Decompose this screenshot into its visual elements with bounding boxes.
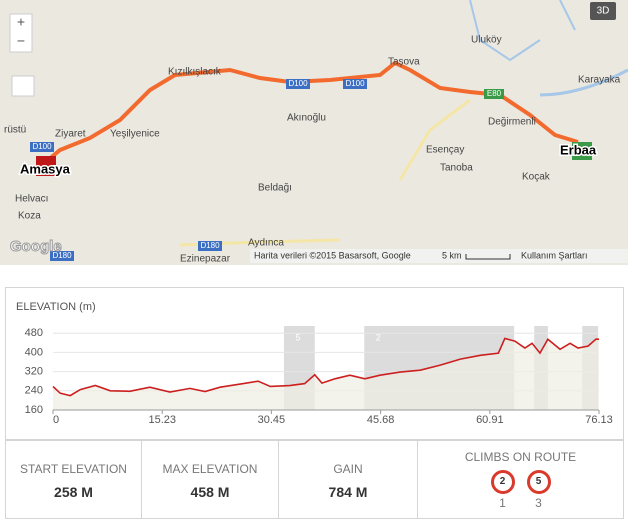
terms-link[interactable]: Kullanım Şartları (521, 250, 588, 260)
zoom-out[interactable]: − (17, 33, 25, 49)
x-tick-label: 60.91 (476, 414, 504, 426)
3d-button[interactable] (590, 2, 616, 20)
climb-badge: 2 1 (490, 470, 515, 510)
start-marker[interactable] (36, 156, 56, 176)
place-label: Ezinepazar (180, 254, 231, 265)
3d-label: 3D (597, 6, 610, 17)
road-shield (286, 79, 310, 89)
place-label: Kızılkışlacık (168, 67, 222, 78)
x-tick-label: 45.68 (367, 414, 395, 426)
end-label: Erbaa (560, 142, 597, 157)
climb-count: 1 (499, 496, 506, 510)
climb-label: 5 (295, 332, 300, 342)
stat-value: 784 M (328, 484, 368, 500)
x-tick-label: 15.23 (148, 414, 176, 426)
place-label: Esençay (426, 145, 464, 156)
elevation-line (52, 337, 599, 397)
climbs-cell: CLIMBS ON ROUTE 2 1 5 3 (418, 440, 623, 518)
place-label: Karayaka (578, 75, 621, 86)
stat-value: 258 M (54, 484, 93, 500)
zoom-in[interactable]: + (17, 14, 25, 30)
y-tick-label: 400 (25, 346, 43, 358)
climb-category: 5 (526, 470, 551, 494)
y-tick-label: 320 (25, 366, 43, 378)
end-marker[interactable] (572, 142, 592, 160)
road-label: E80 (487, 89, 502, 98)
stats-bar: START ELEVATION 258 M MAX ELEVATION 458 … (5, 439, 624, 519)
stat-label: START ELEVATION (20, 462, 127, 476)
climb-badge: 5 3 (526, 470, 551, 510)
y-tick-label: 480 (25, 327, 43, 339)
attribution-bar (250, 249, 628, 263)
place-label: Akınoğlu (287, 113, 326, 124)
stat-label: GAIN (333, 462, 363, 476)
climb-count: 3 (535, 496, 542, 510)
scale-label: 5 km (442, 250, 462, 260)
place-label: Yeşilyenice (110, 129, 160, 140)
climb-category: 2 (490, 470, 515, 494)
elevation-chart: ELEVATION (m) 5 2 160 240 320 400 480 0 15.23 30.… (16, 301, 613, 426)
scale-bar (465, 254, 511, 260)
logo: Google (10, 238, 62, 255)
climb-label: 2 (376, 332, 381, 342)
x-tick-label: 0 (53, 414, 59, 426)
place-label: Değirmenli (488, 117, 536, 128)
zoom-control (9, 13, 33, 53)
road-label: D180 (200, 241, 220, 250)
stat-value: 458 M (190, 484, 230, 500)
road-shield (484, 89, 504, 99)
river (469, 0, 576, 62)
road-shield (343, 79, 367, 89)
road-shield (50, 251, 74, 261)
y-tick-label: 240 (25, 385, 43, 397)
place-label: Helvacı (15, 194, 48, 205)
road-label: D100 (288, 79, 308, 88)
road-label: D100 (345, 79, 365, 88)
place-label: rüstü (4, 125, 26, 136)
road-shield (198, 241, 222, 251)
elevation-panel: ELEVATION (m) 5 2 160 240 320 400 480 0 15.23 30.… (5, 287, 624, 441)
map-background (0, 0, 628, 265)
attribution: Harita verileri ©2015 Basarsoft, Google (254, 250, 411, 260)
elevation-area (53, 338, 599, 410)
climb-badges: 2 1 5 3 (418, 470, 623, 510)
road-label: D180 (52, 251, 72, 260)
place-label: Ziyaret (55, 129, 86, 140)
river (539, 68, 628, 97)
place-label: Koza (18, 211, 41, 222)
stat: GAIN 784 M (279, 440, 418, 518)
place-label: Aydınca (248, 238, 284, 249)
place-label: Koçak (522, 172, 551, 183)
road-label: D100 (32, 142, 52, 151)
x-tick-label: 30.45 (258, 414, 286, 426)
stat: MAX ELEVATION 458 M (142, 440, 279, 518)
place-label: Uluköy (471, 35, 502, 46)
climbs-title: CLIMBS ON ROUTE (464, 450, 577, 464)
stat: START ELEVATION 258 M (6, 440, 142, 518)
chart-title: ELEVATION (m) (16, 301, 96, 313)
map[interactable]: 3D + − Uluköy Karayaka Taşova Kızılkışla… (0, 0, 628, 265)
pegman-button[interactable] (11, 75, 35, 97)
road-shield (30, 142, 54, 152)
place-label: Beldağı (258, 183, 292, 194)
x-tick-label: 76.13 (585, 414, 613, 426)
place-label: Tanoba (440, 163, 473, 174)
place-label: Taşova (388, 57, 420, 68)
y-tick-label: 160 (25, 404, 43, 416)
stat-label: MAX ELEVATION (162, 462, 258, 476)
start-label: Amasya (20, 161, 71, 176)
